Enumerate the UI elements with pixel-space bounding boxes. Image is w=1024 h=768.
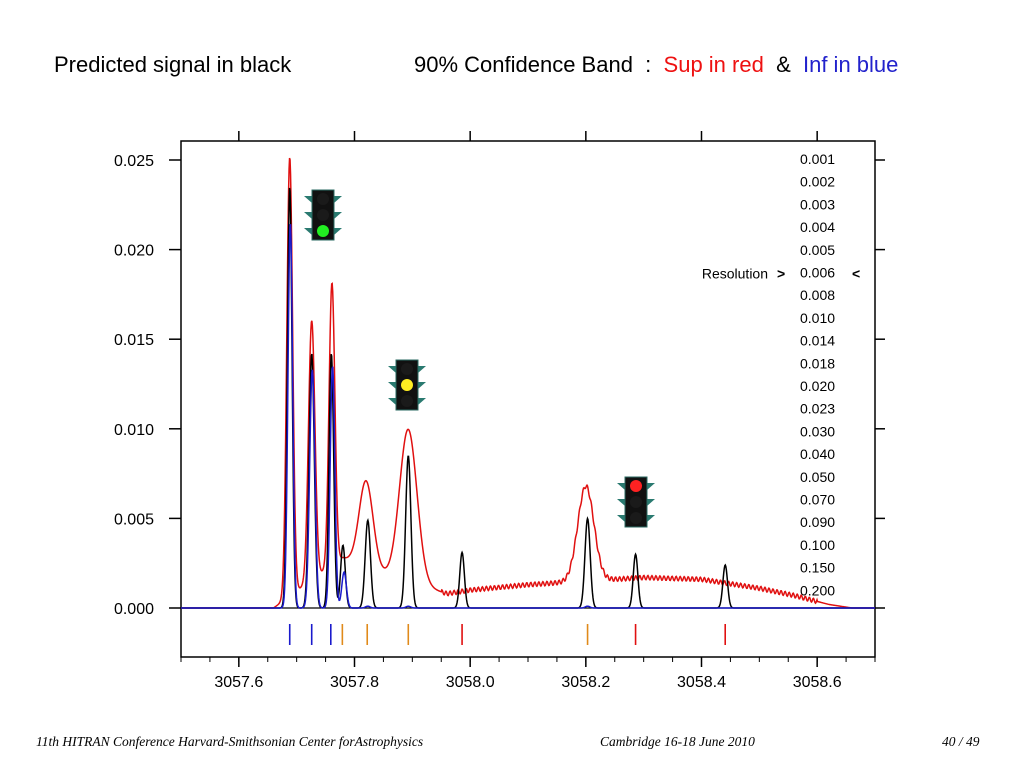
footer-place: Cambridge 16-18 June 2010 bbox=[600, 734, 755, 749]
green-light-icon bbox=[304, 189, 342, 241]
resolution-label: Resolution bbox=[702, 266, 768, 282]
resolution-left-marker: > bbox=[777, 266, 785, 282]
resolution-option[interactable]: 0.001 bbox=[800, 151, 835, 167]
resolution-option[interactable]: 0.005 bbox=[800, 242, 835, 258]
resolution-option[interactable]: 0.040 bbox=[800, 446, 835, 462]
header-band-title: 90% Confidence Band : Sup in red & Inf i… bbox=[414, 52, 898, 78]
resolution-option[interactable]: 0.010 bbox=[800, 310, 835, 326]
red-light-icon bbox=[617, 476, 655, 528]
resolution-option[interactable]: 0.070 bbox=[800, 492, 835, 508]
inf-band-line bbox=[181, 224, 875, 609]
resolution-option[interactable]: 0.150 bbox=[800, 560, 835, 576]
amp-label: & bbox=[776, 52, 791, 77]
y-tick-label: 0.000 bbox=[114, 601, 154, 618]
resolution-option[interactable]: 0.020 bbox=[800, 378, 835, 394]
predicted-signal-line bbox=[181, 187, 875, 609]
resolution-option[interactable]: 0.003 bbox=[800, 196, 835, 212]
resolution-option[interactable]: 0.023 bbox=[800, 401, 835, 417]
sup-label: Sup in red bbox=[663, 52, 764, 77]
resolution-option[interactable]: 0.018 bbox=[800, 355, 835, 371]
resolution-option[interactable]: 0.200 bbox=[800, 582, 835, 598]
band-colon: : bbox=[645, 52, 652, 77]
resolution-option[interactable]: 0.002 bbox=[800, 174, 835, 190]
y-tick-label: 0.025 bbox=[114, 153, 154, 170]
resolution-option[interactable]: 0.100 bbox=[800, 537, 835, 553]
sup-band-line bbox=[181, 157, 875, 609]
y-tick-label: 0.020 bbox=[114, 243, 154, 260]
x-tick-label: 3058.6 bbox=[793, 674, 842, 691]
resolution-option[interactable]: 0.090 bbox=[800, 514, 835, 530]
x-tick-label: 3057.8 bbox=[330, 674, 379, 691]
x-tick-label: 3058.0 bbox=[446, 674, 495, 691]
inf-label: Inf in blue bbox=[802, 52, 899, 77]
resolution-option[interactable]: 0.006 bbox=[800, 265, 835, 281]
yellow-light-icon bbox=[388, 359, 426, 411]
y-tick-label: 0.005 bbox=[114, 511, 154, 528]
footer-conference: 11th HITRAN Conference Harvard-Smithsoni… bbox=[36, 734, 424, 749]
x-tick-label: 3058.2 bbox=[561, 674, 610, 691]
resolution-option[interactable]: 0.050 bbox=[800, 469, 835, 485]
resolution-option[interactable]: 0.030 bbox=[800, 423, 835, 439]
footer-page-number: 40 / 49 bbox=[942, 734, 980, 749]
band-label: 90% Confidence Band bbox=[414, 52, 633, 77]
x-tick-label: 3057.6 bbox=[214, 674, 263, 691]
resolution-right-marker: < bbox=[852, 266, 860, 282]
resolution-option[interactable]: 0.008 bbox=[800, 287, 835, 303]
header-left-title: Predicted signal in black bbox=[54, 52, 292, 77]
x-tick-label: 3058.4 bbox=[677, 674, 726, 691]
y-tick-label: 0.010 bbox=[114, 422, 154, 439]
resolution-option[interactable]: 0.014 bbox=[800, 333, 835, 349]
y-tick-label: 0.015 bbox=[114, 332, 154, 349]
resolution-option[interactable]: 0.004 bbox=[800, 219, 835, 235]
